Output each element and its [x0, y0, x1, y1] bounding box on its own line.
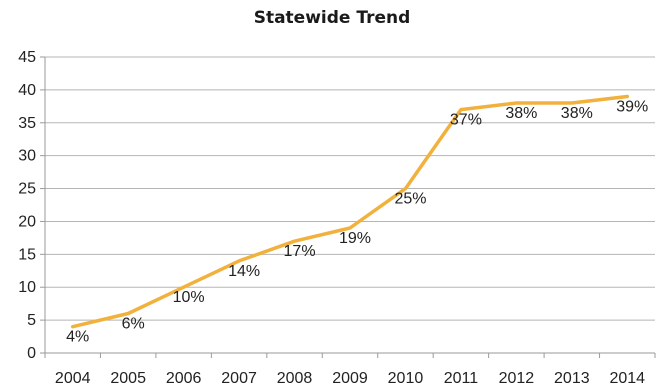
x-tick-label: 2008 [277, 370, 313, 387]
x-tick-label: 2013 [554, 370, 590, 387]
y-tick-label: 20 [18, 213, 36, 230]
series-group [70, 94, 630, 329]
x-tick-labels: 2004 2005 2006 2007 2008 2009 2010 2011 2012 2013… [55, 370, 645, 387]
y-tick-label: 5 [27, 312, 36, 329]
data-label: 38% [561, 105, 593, 122]
x-tick-label: 2007 [221, 370, 257, 387]
x-tick-label: 2005 [110, 370, 146, 387]
y-tick-label: 40 [18, 82, 36, 99]
data-label: 4% [66, 329, 89, 346]
x-tick-label: 2012 [499, 370, 535, 387]
y-tick-label: 0 [27, 345, 36, 362]
data-label: 6% [122, 316, 145, 333]
data-label: 19% [339, 230, 371, 247]
y-tick-label: 35 [18, 115, 36, 132]
chart-title: Statewide Trend [253, 8, 411, 28]
y-tick-label: 15 [18, 246, 36, 263]
x-tick-label: 2014 [609, 370, 645, 387]
gridlines [45, 56, 655, 354]
y-tick-labels: 0 5 10 15 20 25 30 35 40 45 [18, 49, 36, 362]
data-label: 39% [616, 98, 648, 115]
x-tick-label: 2010 [388, 370, 424, 387]
y-tick-label: 10 [18, 279, 36, 296]
y-tick-label: 30 [18, 148, 36, 165]
x-tick-label: 2009 [332, 370, 368, 387]
data-label: 17% [284, 243, 316, 260]
data-labels: 4% 6% 10% 14% 17% 19% 25% 37% 38% 38% 39% [66, 98, 648, 345]
axes [40, 56, 656, 358]
y-tick-label: 45 [18, 49, 36, 66]
x-tick-label: 2004 [55, 370, 91, 387]
data-label: 25% [394, 191, 426, 208]
y-tick-label: 25 [18, 181, 36, 198]
x-tick-label: 2011 [444, 370, 479, 387]
data-label: 10% [173, 289, 205, 306]
data-label: 38% [505, 105, 537, 122]
series-line [70, 94, 630, 329]
data-label: 14% [228, 263, 260, 280]
data-label: 37% [450, 112, 482, 129]
x-tick-label: 2006 [166, 370, 202, 387]
